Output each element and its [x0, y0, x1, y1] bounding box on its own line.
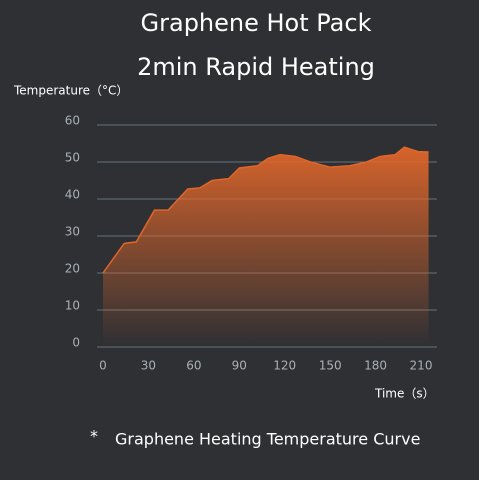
- line: [102, 146, 429, 274]
- y-tick-label: 60: [65, 114, 80, 128]
- x-tick-label: 120: [273, 359, 296, 373]
- x-tick-label: 0: [99, 359, 107, 373]
- area: [103, 147, 429, 347]
- chart-title: Graphene Hot Pack: [141, 9, 372, 37]
- chart-subtitle: 2min Rapid Heating: [137, 53, 375, 81]
- y-tick-label: 50: [65, 151, 80, 165]
- x-tick-label: 210: [410, 359, 433, 373]
- x-tick-label: 60: [186, 359, 201, 373]
- caption-marker: *: [90, 427, 98, 446]
- y-tick-label: 0: [72, 336, 80, 350]
- x-axis-label: Time（s）: [374, 387, 435, 401]
- x-tick-label: 30: [141, 359, 156, 373]
- x-tick-label: 90: [232, 359, 247, 373]
- y-tick-label: 20: [65, 262, 80, 276]
- caption: Graphene Heating Temperature Curve: [115, 430, 420, 449]
- y-tick-label: 30: [65, 225, 80, 239]
- x-tick-label: 180: [364, 359, 387, 373]
- x-tick-label: 150: [319, 359, 342, 373]
- y-tick-label: 10: [65, 299, 80, 313]
- y-tick-label: 40: [65, 188, 80, 202]
- y-axis-label: Temperature（°C）: [13, 84, 128, 98]
